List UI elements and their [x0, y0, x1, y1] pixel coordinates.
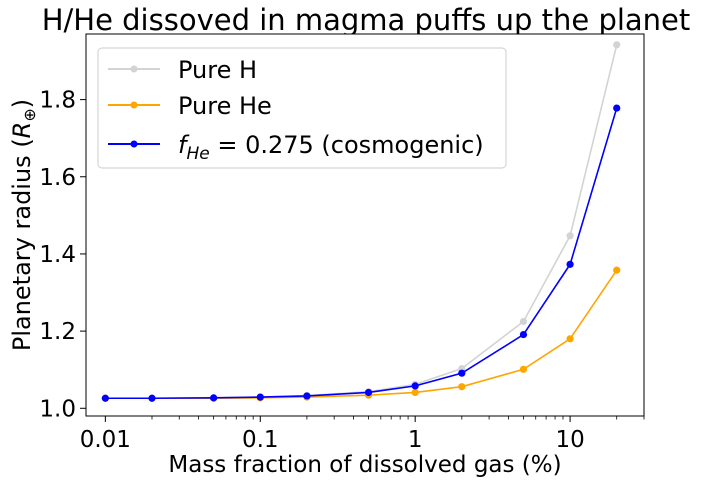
data-point-cosmogenic — [613, 104, 621, 112]
y-tick-label: 1.2 — [39, 319, 76, 345]
data-point-pure-he — [566, 335, 574, 343]
data-point-pure-h — [613, 41, 621, 49]
legend-label-pure-h: Pure H — [178, 56, 257, 84]
data-point-pure-h — [566, 232, 574, 240]
x-axis-label: Mass fraction of dissolved gas (%) — [168, 452, 561, 478]
y-axis-label-prefix: Planetary radius ( — [8, 138, 36, 351]
data-point-cosmogenic — [210, 394, 218, 402]
data-point-cosmogenic — [101, 394, 109, 402]
data-point-cosmogenic — [519, 330, 528, 339]
legend-label-cosmogenic: fHe = 0.275 (cosmogenic) — [178, 131, 484, 164]
y-axis-label-subscript: ⊕ — [20, 108, 39, 121]
data-point-pure-he — [613, 266, 621, 274]
data-point-cosmogenic — [303, 392, 311, 400]
legend-label-cosmogenic-suffix: = 0.275 (cosmogenic) — [210, 131, 484, 159]
x-tick-label: 10 — [555, 427, 584, 453]
y-tick-label: 1.6 — [39, 165, 76, 191]
legend-marker-pure-h — [130, 65, 138, 73]
x-tick-label: 1 — [408, 427, 423, 453]
y-axis-label: Planetary radius (R⊕) — [8, 99, 39, 351]
data-point-pure-h — [519, 317, 528, 326]
data-point-cosmogenic — [148, 394, 156, 402]
data-point-cosmogenic — [256, 393, 264, 401]
data-point-cosmogenic — [458, 369, 466, 377]
y-axis-label-symbol: R — [8, 122, 36, 139]
y-tick-label: 1.4 — [39, 242, 76, 268]
y-tick-label: 1.8 — [39, 88, 76, 114]
data-point-cosmogenic — [411, 382, 419, 390]
y-axis: 1.0 1.2 1.4 1.6 1.8 — [39, 88, 86, 422]
x-axis: 0.01 0.1 1 10 — [80, 416, 645, 453]
y-axis-label-suffix: ) — [8, 99, 36, 108]
y-tick-label: 1.0 — [39, 396, 76, 422]
data-point-cosmogenic — [566, 260, 574, 268]
data-point-pure-he — [519, 365, 528, 373]
legend-marker-pure-he — [130, 101, 138, 109]
legend-label-pure-he: Pure He — [178, 92, 272, 120]
legend-marker-cosmogenic — [130, 140, 138, 148]
legend-box — [97, 47, 507, 169]
x-tick-label: 0.1 — [242, 427, 279, 453]
data-point-pure-he — [411, 388, 419, 397]
x-tick-label: 0.01 — [80, 427, 131, 453]
series-group — [101, 41, 621, 402]
data-point-pure-he — [458, 383, 466, 391]
legend-label-cosmogenic-subscript: He — [186, 144, 209, 164]
data-point-cosmogenic — [364, 388, 373, 397]
chart-title: H/He dissoved in magma puffs up the plan… — [42, 3, 691, 37]
legend: Pure H Pure He fHe = 0.275 (cosmogenic) — [97, 47, 507, 169]
